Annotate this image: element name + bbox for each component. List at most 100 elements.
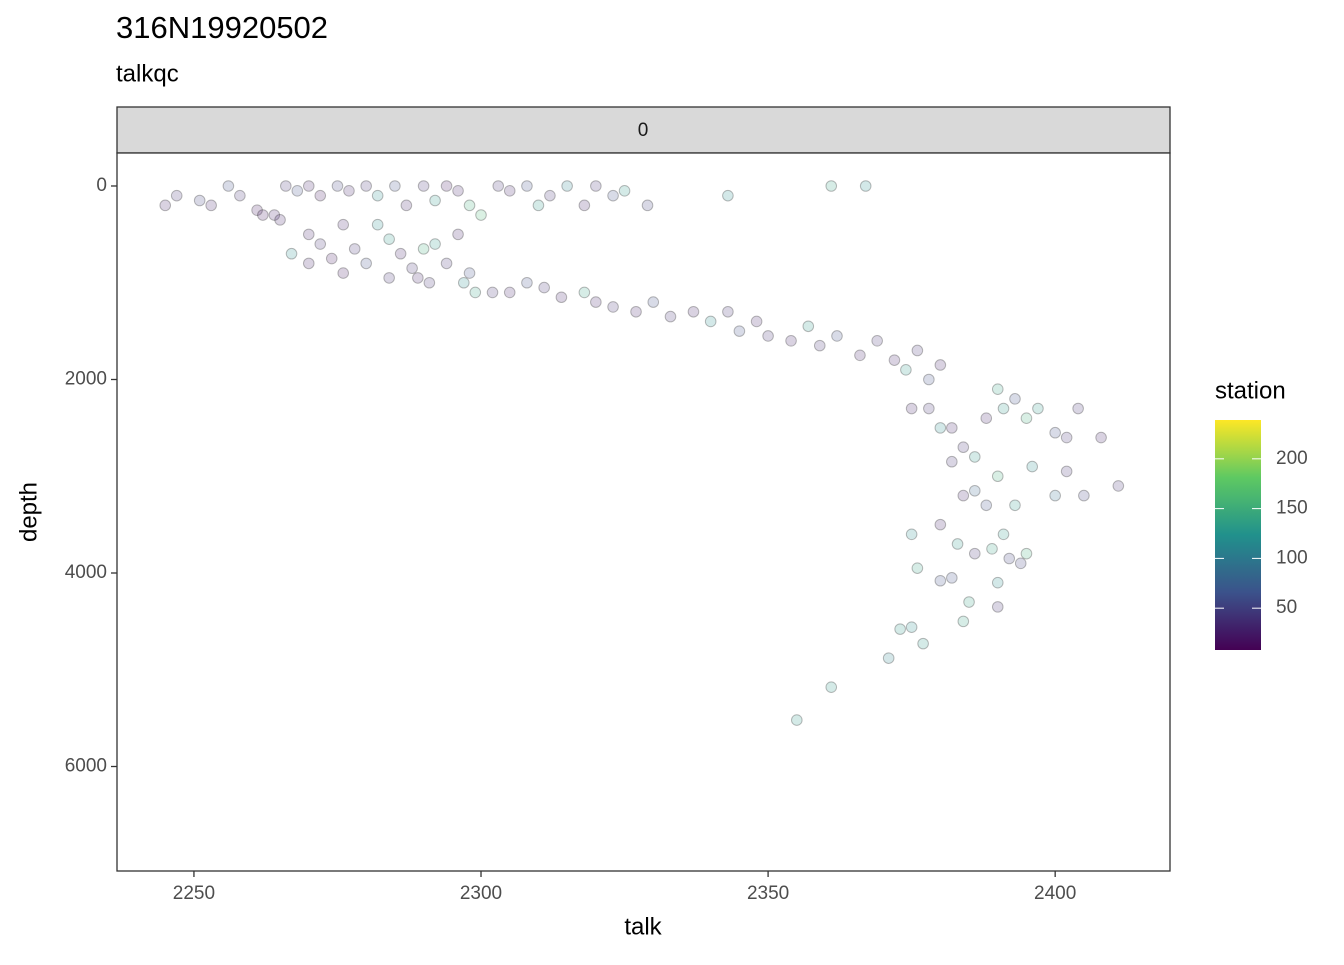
point xyxy=(647,296,660,308)
point xyxy=(934,422,947,434)
point xyxy=(957,489,970,502)
y-axis-title: depth xyxy=(15,482,42,542)
point xyxy=(1060,431,1073,444)
point xyxy=(1049,489,1061,502)
point xyxy=(406,262,418,275)
point xyxy=(348,243,361,255)
point xyxy=(785,334,797,347)
facet-strip xyxy=(116,106,1171,154)
point xyxy=(1095,431,1107,444)
point xyxy=(590,180,602,192)
point xyxy=(360,180,372,192)
point xyxy=(429,194,441,207)
point xyxy=(1112,480,1125,492)
point xyxy=(234,189,246,202)
point xyxy=(251,204,263,216)
point xyxy=(722,305,734,318)
point xyxy=(618,185,631,197)
point xyxy=(934,574,947,587)
colorbar-tick-label: 150 xyxy=(1276,498,1308,519)
point xyxy=(871,334,883,347)
point xyxy=(1032,402,1044,415)
point xyxy=(532,199,545,212)
point xyxy=(343,185,355,197)
point xyxy=(503,185,516,197)
point xyxy=(457,276,470,289)
point xyxy=(991,383,1004,395)
point xyxy=(452,228,464,241)
point xyxy=(946,422,958,434)
point xyxy=(371,218,384,231)
point xyxy=(1020,547,1033,560)
point xyxy=(1009,393,1021,405)
point xyxy=(951,538,964,550)
point xyxy=(291,185,304,197)
point xyxy=(762,330,774,342)
point xyxy=(463,199,476,212)
point xyxy=(331,180,344,192)
point xyxy=(1049,426,1061,439)
point xyxy=(722,189,734,202)
point xyxy=(389,180,401,192)
point xyxy=(274,214,286,226)
chart-title: 316N19920502 xyxy=(116,10,328,45)
x-tick-label: 2400 xyxy=(1034,883,1076,904)
point xyxy=(555,291,568,304)
point xyxy=(159,199,172,212)
point xyxy=(1009,499,1021,512)
point xyxy=(934,359,947,371)
point xyxy=(630,305,642,318)
point xyxy=(475,209,487,221)
point xyxy=(440,180,453,192)
point xyxy=(991,576,1004,589)
point xyxy=(968,547,981,560)
point xyxy=(957,441,970,454)
point xyxy=(607,189,619,202)
point xyxy=(417,243,430,255)
point xyxy=(222,180,235,192)
point xyxy=(383,233,395,246)
point xyxy=(325,252,338,265)
point xyxy=(1060,465,1073,478)
point xyxy=(561,180,573,192)
point xyxy=(1078,489,1090,502)
point xyxy=(980,499,993,512)
point xyxy=(205,199,217,212)
point xyxy=(831,330,843,342)
point xyxy=(882,652,895,664)
point xyxy=(383,272,395,284)
point xyxy=(946,455,958,468)
point xyxy=(302,180,315,192)
point xyxy=(394,247,407,260)
point xyxy=(986,543,998,555)
point xyxy=(440,257,453,270)
point xyxy=(859,180,872,192)
point xyxy=(544,189,556,202)
point xyxy=(900,364,912,376)
x-tick-label: 2250 xyxy=(173,883,215,904)
colorbar-tick-label: 200 xyxy=(1276,448,1308,469)
point xyxy=(923,373,935,386)
point xyxy=(257,209,269,221)
point xyxy=(991,470,1004,483)
point xyxy=(997,402,1010,415)
point xyxy=(521,276,533,289)
x-tick-label: 2350 xyxy=(747,883,789,904)
point xyxy=(302,228,315,241)
point xyxy=(790,714,803,726)
point xyxy=(750,315,763,328)
point xyxy=(1014,557,1027,570)
point xyxy=(486,286,499,299)
point xyxy=(337,218,350,231)
point xyxy=(968,451,981,463)
point xyxy=(463,267,476,279)
y-tick-label: 2000 xyxy=(65,369,107,390)
point xyxy=(503,286,516,299)
point xyxy=(412,272,424,284)
point xyxy=(905,528,918,541)
point xyxy=(400,199,413,212)
point xyxy=(578,286,591,299)
point xyxy=(1072,402,1084,415)
